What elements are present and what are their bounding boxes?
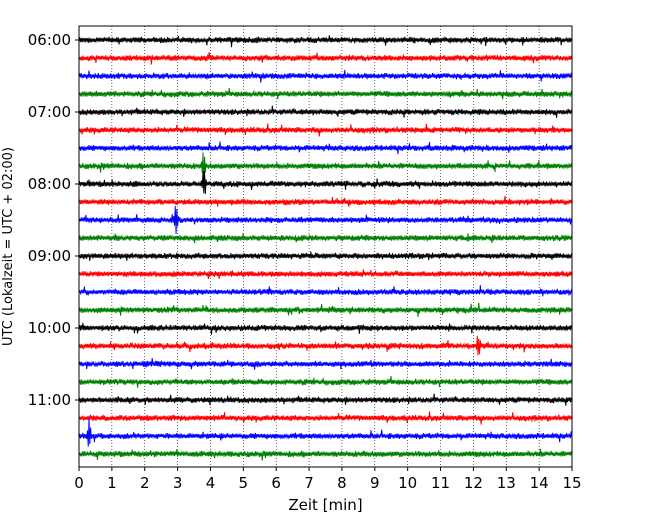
y-tick-label: 07:00 [28, 103, 71, 121]
seismic-trace [78, 206, 573, 234]
seismic-trace [78, 70, 573, 83]
seismic-trace [78, 448, 573, 461]
seismic-trace [78, 152, 573, 185]
x-tick-label: 13 [497, 474, 516, 492]
seismic-trace [78, 322, 573, 335]
seismic-trace [78, 251, 573, 261]
x-tick-label: 6 [271, 474, 281, 492]
plot-frame [78, 25, 573, 468]
x-tick-label: 0 [74, 474, 84, 492]
x-tick-label: 11 [431, 474, 450, 492]
seismic-trace [78, 123, 573, 137]
x-tick-label: 9 [370, 474, 380, 492]
x-tick-label: 8 [337, 474, 347, 492]
y-tick-label: 06:00 [28, 31, 71, 49]
y-tick-label: 08:00 [28, 175, 71, 193]
x-tick-label: 7 [304, 474, 314, 492]
x-axis: 0 1 2 3 4 5 6 7 8 9 10 11 12 13 14 15 [74, 467, 582, 492]
seismic-trace [78, 195, 573, 207]
x-tick-label: 12 [464, 474, 483, 492]
y-tick-label: 09:00 [28, 247, 71, 265]
y-axis: 06:00 07:00 08:00 09:00 10:00 11:00 [28, 31, 79, 409]
x-axis-label: Zeit [min] [288, 496, 362, 514]
x-tick-label: 5 [239, 474, 249, 492]
seismic-trace [78, 285, 573, 297]
x-tick-label: 2 [140, 474, 150, 492]
x-tick-label: 4 [206, 474, 216, 492]
trace-group [78, 35, 573, 461]
seismic-trace [78, 141, 573, 155]
x-tick-label: 14 [530, 474, 549, 492]
seismic-trace [78, 51, 573, 65]
seismic-trace [78, 411, 573, 425]
seismic-trace [78, 302, 573, 317]
seismic-trace [78, 393, 573, 406]
y-axis-label: UTC (Lokalzeit = UTC + 02:00) [1, 147, 16, 346]
seismic-trace [78, 35, 573, 48]
y-tick-label: 10:00 [28, 319, 71, 337]
seismic-trace [78, 418, 573, 447]
y-tick-label: 11:00 [28, 391, 71, 409]
seismic-trace [78, 170, 573, 195]
seismic-trace [78, 105, 573, 118]
seismic-trace [78, 358, 573, 370]
seismic-trace [78, 88, 573, 100]
x-tick-label: 1 [107, 474, 117, 492]
x-tick-label: 10 [398, 474, 417, 492]
x-tick-label: 15 [562, 474, 581, 492]
seismic-trace [78, 269, 573, 280]
x-tick-label: 3 [173, 474, 183, 492]
seismic-trace [78, 335, 573, 356]
seismic-trace [78, 233, 573, 244]
seismic-trace [78, 376, 573, 388]
